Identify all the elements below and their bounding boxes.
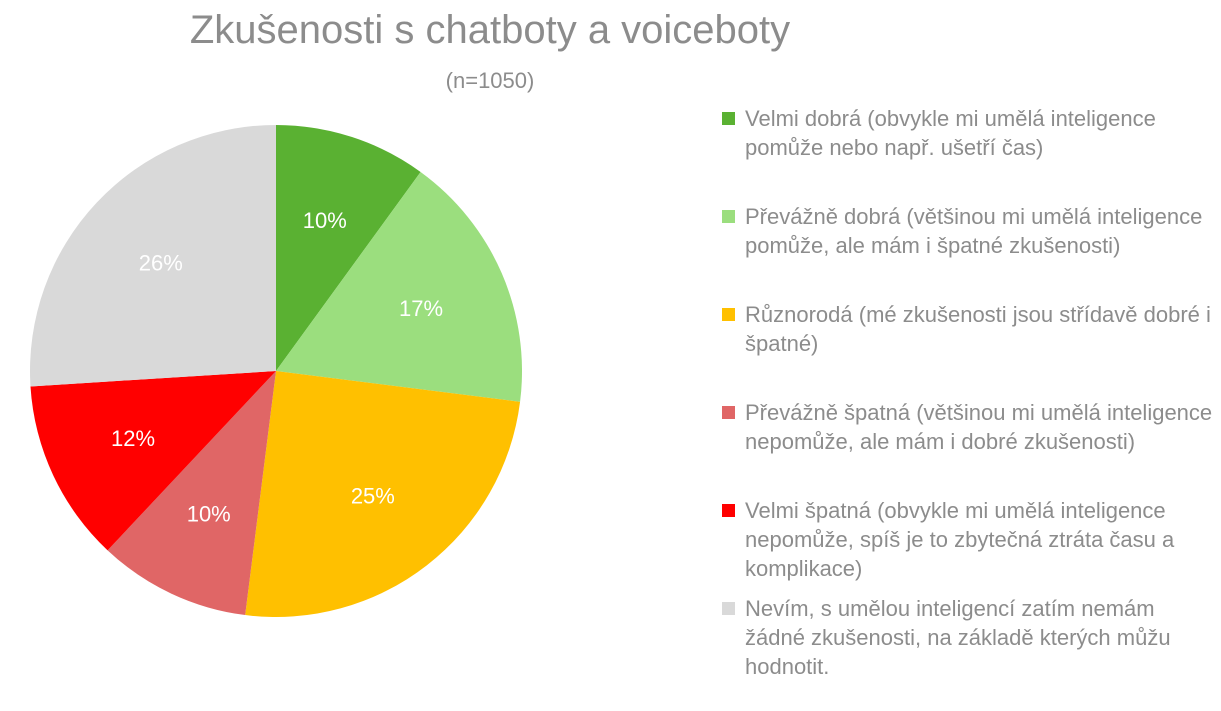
legend-swatch	[722, 112, 735, 125]
legend-label: Nevím, s umělou inteligencí zatím nemám …	[745, 596, 1171, 679]
pie-slice-label-4: 10%	[187, 501, 231, 526]
pie-slice-label-2: 17%	[399, 296, 443, 321]
pie-slice-label-5: 12%	[111, 426, 155, 451]
chart-title: Zkušenosti s chatboty a voiceboty	[189, 8, 791, 52]
pie-slice-2	[276, 171, 523, 402]
pie-slice-6	[29, 125, 276, 387]
pie-slice-label-3: 25%	[351, 483, 395, 508]
legend-swatch	[722, 504, 735, 517]
pie-slice-1	[276, 125, 421, 371]
pie-slice-label-1: 10%	[303, 208, 347, 233]
legend-label: Velmi špatná (obvykle mi umělá inteligen…	[745, 498, 1175, 581]
pie-chart: 10% 17% 25% 10% 12% 26%	[29, 125, 523, 617]
chart-subtitle: (n=1050)	[445, 68, 535, 93]
legend-swatch	[722, 308, 735, 321]
legend-label: Převážně špatná (většinou mi umělá intel…	[745, 400, 1213, 454]
legend-label: Různorodá (mé zkušenosti jsou střídavě d…	[745, 302, 1211, 356]
pie-slice-3	[245, 371, 521, 617]
legend-swatch	[722, 602, 735, 615]
pie-slice-label-6: 26%	[139, 250, 183, 275]
pie-slice-5	[30, 371, 276, 551]
legend-swatch	[722, 210, 735, 223]
pie-slice-4	[107, 371, 276, 616]
legend-label: Velmi dobrá (obvykle mi umělá inteligenc…	[745, 106, 1156, 160]
legend-swatch	[722, 406, 735, 419]
legend-label: Převážně dobrá (většinou mi umělá inteli…	[745, 204, 1203, 258]
